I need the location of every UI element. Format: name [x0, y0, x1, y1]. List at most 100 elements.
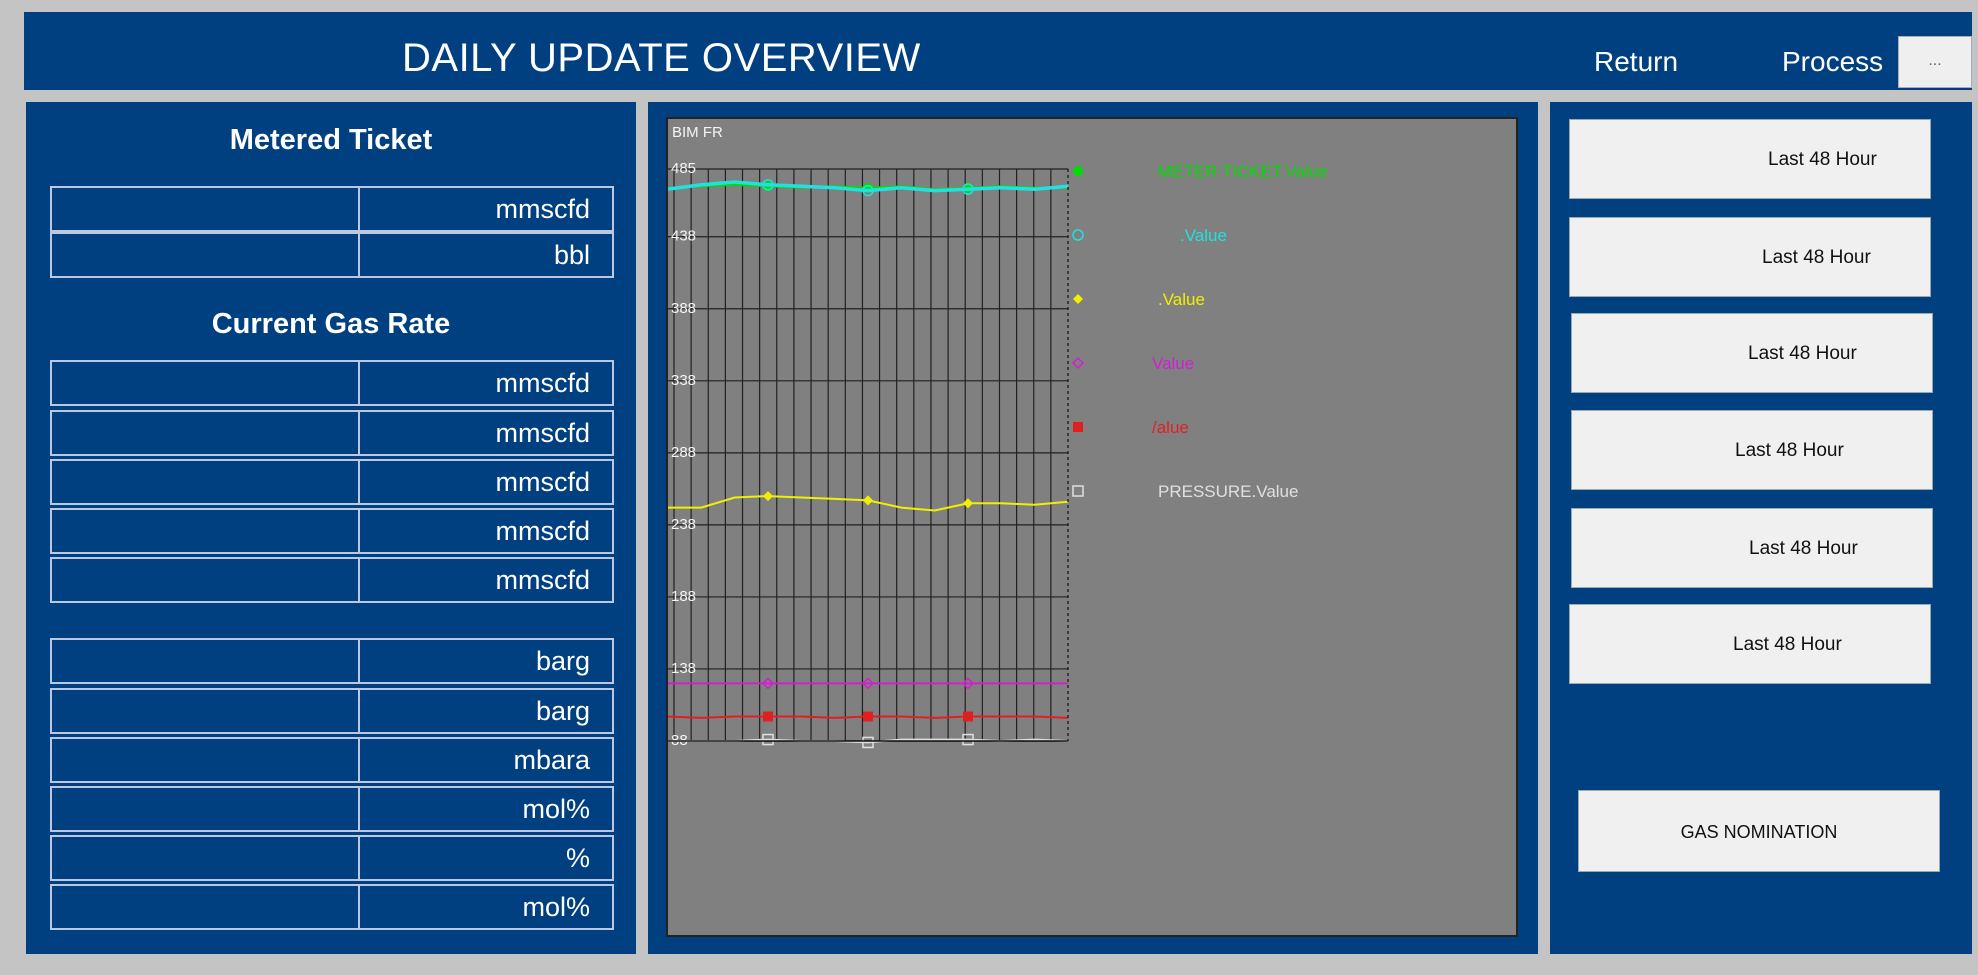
last-48-hour-button[interactable]: Last 48 Hour	[1571, 410, 1933, 490]
gas-rate-row: mmscfd	[50, 508, 614, 554]
series-marker	[862, 736, 874, 749]
unit-label: barg	[535, 696, 590, 726]
button-label: Last 48 Hour	[1748, 343, 1857, 364]
y-tick-label: 485	[671, 160, 696, 177]
legend-label: /alue	[1152, 418, 1189, 437]
y-tick-label: 338	[671, 372, 696, 389]
gas-nomination-button[interactable]: GAS NOMINATION	[1578, 790, 1940, 872]
y-tick-label: 138	[671, 660, 696, 677]
chart-title: BIM FR	[672, 124, 723, 141]
chart-legend: METER TICKET.Value .Value .Value Value/alue…	[1071, 162, 1327, 501]
legend-label: .Value	[1158, 290, 1205, 309]
series-marker	[761, 677, 775, 690]
last-48-hour-button[interactable]: Last 48 Hour	[1569, 119, 1931, 199]
legend-label: Value	[1152, 354, 1194, 373]
unit-label: mol%	[522, 794, 590, 824]
series-marker	[962, 183, 974, 195]
value-cell	[52, 461, 360, 503]
value-cell	[52, 559, 360, 601]
series-marker	[961, 677, 975, 690]
value-cell	[52, 510, 360, 552]
value-cell	[52, 739, 360, 781]
value-cell	[52, 640, 360, 682]
unit-label: barg	[535, 646, 590, 676]
current-gas-rate-title: Current Gas Rate	[211, 308, 451, 340]
gas-rate-row: mmscfd	[50, 459, 614, 505]
legend-label: .Value	[1180, 226, 1227, 245]
y-tick-label: 238	[671, 516, 696, 533]
last-48-hour-button[interactable]: Last 48 Hour	[1571, 313, 1933, 393]
series-marker	[763, 711, 773, 722]
series-marker	[1072, 229, 1084, 241]
unit-label: bbl	[553, 240, 590, 270]
header-bar: DAILY UPDATE OVERVIEW Return Process ...	[24, 12, 1972, 90]
value-cell	[52, 837, 360, 879]
unit-label: mmscfd	[495, 418, 591, 448]
series-marker	[1073, 294, 1083, 304]
y-tick-label: 288	[671, 444, 696, 461]
process-value-row: mol%	[50, 786, 614, 832]
legend-label: PRESSURE.Value	[1158, 482, 1298, 501]
last-48-hour-button[interactable]: Last 48 Hour	[1569, 604, 1931, 684]
button-label: Last 48 Hour	[1735, 440, 1844, 461]
process-button[interactable]: ...	[1898, 36, 1972, 88]
unit-label: mmscfd	[495, 516, 591, 546]
series-marker	[763, 491, 773, 502]
value-cell	[52, 188, 360, 230]
process-value-row: barg	[50, 638, 614, 684]
series-line	[667, 180, 1069, 193]
series-marker	[762, 179, 774, 191]
series-marker	[962, 733, 974, 746]
series-marker	[863, 495, 873, 506]
button-label: Last 48 Hour	[1749, 538, 1858, 559]
legend-label: METER TICKET.Value	[1158, 162, 1327, 181]
gas-rate-row: mmscfd	[50, 360, 614, 406]
metered-ticket-row: mmscfd	[50, 186, 614, 232]
unit-label: %	[565, 843, 590, 873]
value-cell	[52, 788, 360, 830]
y-tick-label: 188	[671, 588, 696, 605]
trend-panel: BIM FR 485 438 388 338 288 238 188 138 88 METER …	[648, 102, 1538, 954]
unit-label: mmscfd	[495, 368, 591, 398]
button-label: Last 48 Hour	[1733, 634, 1842, 655]
series-marker	[1072, 485, 1084, 497]
series-marker	[963, 711, 973, 722]
gas-rate-row: mmscfd	[50, 410, 614, 456]
chart-grid	[668, 168, 1068, 742]
series-marker	[861, 677, 875, 690]
trend-chart[interactable]: BIM FR 485 438 388 338 288 238 188 138 88 METER …	[666, 117, 1518, 937]
series-marker	[963, 498, 973, 509]
metered-ticket-row: bbl	[50, 232, 614, 278]
process-label: Process	[1782, 46, 1884, 77]
button-label: Last 48 Hour	[1762, 247, 1871, 268]
series-marker	[1071, 356, 1085, 370]
series-marker	[1073, 422, 1083, 432]
unit-label: mmscfd	[495, 565, 591, 595]
history-panel: Last 48 Hour Last 48 Hour Last 48 Hour L…	[1550, 102, 1972, 954]
value-cell	[52, 690, 360, 732]
last-48-hour-button[interactable]: Last 48 Hour	[1569, 217, 1931, 297]
value-cell	[52, 362, 360, 404]
value-cell	[52, 234, 360, 276]
gas-rate-row: mmscfd	[50, 557, 614, 603]
unit-label: mol%	[522, 892, 590, 922]
series-marker	[862, 184, 874, 197]
process-value-row: barg	[50, 688, 614, 734]
value-cell	[52, 886, 360, 928]
unit-label: mbara	[513, 745, 590, 775]
last-48-hour-button[interactable]: Last 48 Hour	[1571, 508, 1933, 588]
return-button[interactable]: Return	[1594, 46, 1679, 77]
series-marker	[762, 733, 774, 746]
process-value-row: mbara	[50, 737, 614, 783]
y-tick-label: 388	[671, 300, 696, 317]
series-marker	[863, 711, 873, 722]
metered-ticket-title: Metered Ticket	[229, 124, 433, 156]
process-value-row: mol%	[50, 884, 614, 930]
series-marker	[1073, 166, 1083, 176]
unit-label: mmscfd	[495, 467, 591, 497]
page-title: DAILY UPDATE OVERVIEW	[402, 36, 921, 80]
y-tick-label: 438	[671, 228, 696, 245]
chart-series	[667, 179, 1069, 749]
